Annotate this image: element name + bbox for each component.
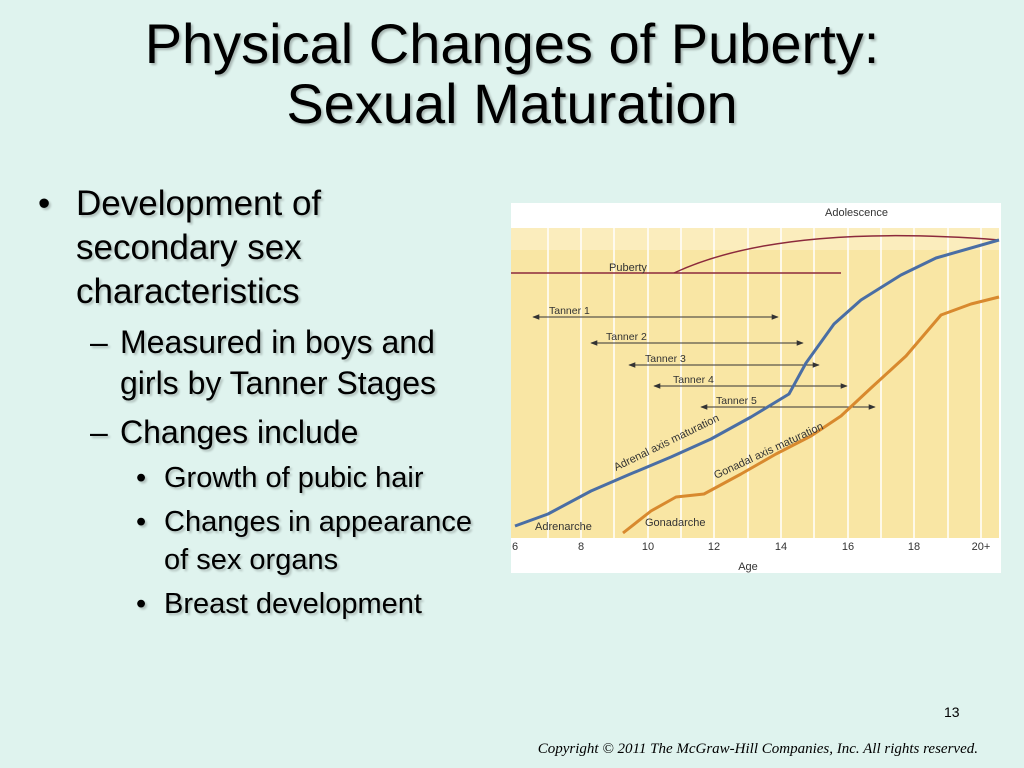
nested-bullet-text: Breast development — [164, 588, 422, 620]
page-number: 13 — [944, 704, 960, 720]
adrenal-curve — [514, 238, 1000, 528]
sub-bullet-text: Changes include — [120, 414, 359, 450]
maturation-diagram: Adolescence Puberty Tanner 1 Tanner 2 Ta… — [511, 203, 1001, 573]
tanner-labels: Tanner 1 Tanner 2 Tanner 3 Tanner 4 Tann… — [549, 305, 757, 407]
gridlines — [547, 228, 982, 538]
nested-bullet-item: • Breast development — [38, 585, 488, 623]
gonadal-curve — [622, 295, 1000, 535]
x-tick-label: 20+ — [972, 541, 991, 553]
bullet-marker: • — [136, 588, 147, 620]
gonadarche-label: Gonadarche — [645, 517, 706, 529]
x-tick-label: 18 — [908, 541, 920, 553]
bullet-marker: • — [136, 462, 147, 494]
copyright-notice: Copyright © 2011 The McGraw-Hill Compani… — [537, 741, 978, 757]
bullet-list: • Development of secondary sex character… — [38, 182, 488, 623]
bullet-marker: • — [38, 184, 51, 223]
tanner-label: Tanner 2 — [606, 331, 647, 343]
adrenarche-label: Adrenarche — [535, 521, 592, 533]
sub-bullet-item: – Measured in boys and girls by Tanner S… — [38, 322, 488, 404]
tanner-arrows — [532, 314, 876, 410]
bullet-marker: • — [136, 506, 147, 538]
x-tick-label: 6 — [512, 541, 518, 553]
nested-bullet-text: Changes in appearance of sex organs — [164, 506, 472, 576]
top-band — [511, 228, 999, 250]
x-tick-label: 8 — [578, 541, 584, 553]
sub-bullet-item: – Changes include — [38, 412, 488, 453]
tanner-label: Tanner 5 — [716, 395, 757, 407]
bullet-text: Development of secondary sex characteris… — [76, 184, 322, 311]
adolescence-label: Adolescence — [825, 207, 888, 219]
title-line-1: Physical Changes of Puberty: — [144, 12, 880, 75]
dash-marker: – — [90, 324, 108, 360]
bullet-item: • Development of secondary sex character… — [38, 182, 488, 314]
title-line-2: Sexual Maturation — [286, 72, 738, 135]
sub-bullet-text: Measured in boys and girls by Tanner Sta… — [120, 324, 437, 401]
x-tick-label: 10 — [642, 541, 654, 553]
maturation-figure: Adolescence Puberty Tanner 1 Tanner 2 Ta… — [511, 203, 1001, 573]
plot-area — [511, 228, 999, 538]
tanner-label: Tanner 1 — [549, 305, 590, 317]
x-axis-label: Age — [738, 561, 758, 573]
x-tick-label: 12 — [708, 541, 720, 553]
tanner-label: Tanner 4 — [673, 374, 714, 386]
nested-bullet-item: • Changes in appearance of sex organs — [38, 503, 488, 579]
nested-bullet-text: Growth of pubic hair — [164, 462, 424, 494]
nested-bullet-item: • Growth of pubic hair — [38, 459, 488, 497]
x-tick-label: 16 — [842, 541, 854, 553]
puberty-label: Puberty — [609, 262, 647, 274]
x-tick-labels: 6 8 10 12 14 16 18 20+ — [512, 541, 990, 553]
slide-title: Physical Changes of Puberty: Sexual Matu… — [0, 14, 1024, 134]
dash-marker: – — [90, 414, 108, 450]
adolescence-arc — [673, 234, 1000, 274]
tanner-label: Tanner 3 — [645, 353, 686, 365]
x-tick-label: 14 — [775, 541, 787, 553]
